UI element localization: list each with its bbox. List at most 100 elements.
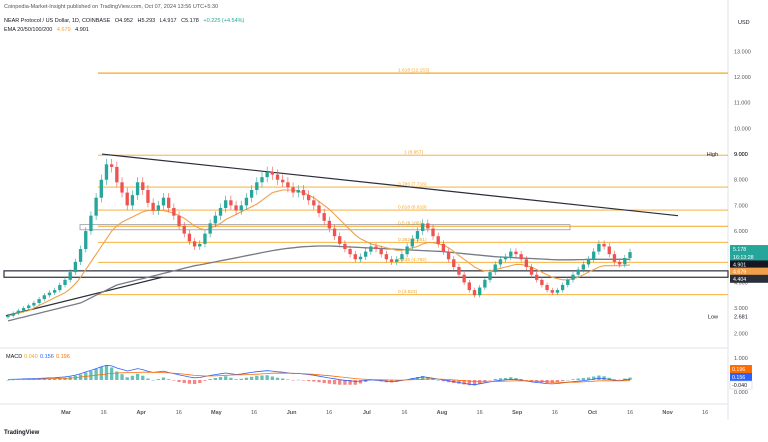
currency-label: USD	[738, 20, 750, 26]
price-tag-box	[730, 245, 768, 254]
candle-body	[452, 259, 456, 267]
candle-body	[597, 243, 601, 252]
macd-tag-value: 0.196	[732, 367, 745, 373]
fib-level-label: 0.786 (7.716)	[398, 182, 427, 188]
candle-body	[89, 215, 93, 232]
macd-histogram-bar	[420, 376, 425, 380]
fib-level-label: 0 (3.523)	[398, 289, 418, 295]
x-tick-label: 16	[702, 410, 708, 416]
macd-histogram-bar	[249, 376, 254, 380]
macd-histogram-bar	[436, 380, 440, 381]
candle-body	[535, 274, 539, 280]
macd-histogram-bar	[327, 380, 332, 384]
candle-body	[338, 236, 342, 244]
macd-histogram-bar	[576, 378, 580, 380]
candle-body	[141, 182, 145, 190]
macd-histogram-bar	[99, 367, 103, 380]
macd-histogram-bar	[115, 371, 119, 380]
candle-body	[327, 220, 332, 229]
macd-value: 0.040	[24, 354, 38, 360]
macd-histogram-bar	[550, 380, 554, 383]
candle-body	[73, 261, 78, 273]
candle-body	[560, 284, 565, 291]
price-tag-box	[730, 267, 768, 276]
candle-body	[301, 190, 306, 196]
macd-histogram-bar	[581, 378, 586, 380]
y-tick-label: 11.000	[734, 101, 750, 107]
y-tick-label: 13.000	[734, 49, 751, 55]
price-tag-box	[730, 252, 768, 261]
x-tick-label: 16	[552, 410, 558, 416]
price-tag-value: 4.679	[733, 270, 746, 276]
price-tag-value: 4.404	[733, 277, 746, 283]
candle-body	[529, 267, 534, 275]
fib-level-label: 0.5 (6.188)	[398, 221, 422, 227]
macd-histogram-bar	[167, 379, 171, 380]
price-tag-label: High	[707, 152, 718, 158]
price-change: +0.225 (+4.54%)	[203, 18, 245, 24]
candle-body	[130, 195, 135, 206]
candle-body	[519, 254, 523, 260]
macd-histogram-bar	[415, 377, 420, 380]
macd-histogram-bar	[612, 379, 617, 380]
candle-body	[628, 252, 632, 259]
candle-body	[566, 279, 570, 285]
candle-body	[78, 249, 83, 262]
macd-tag-box	[729, 380, 753, 390]
candle-body	[586, 259, 591, 265]
candle-body	[374, 246, 378, 250]
candle-body	[436, 236, 440, 244]
candle-body	[612, 254, 617, 262]
macd-histogram-bar	[519, 379, 523, 380]
candle-body	[592, 251, 596, 260]
candle-body	[135, 182, 140, 196]
publisher-line: Coinpedia-Market-Insight published on Tr…	[4, 4, 219, 10]
candle-body	[84, 231, 88, 250]
ohlc-open: O4.952	[114, 18, 133, 24]
macd-histogram-bar	[94, 369, 98, 380]
candle-body	[384, 254, 389, 260]
candle-body	[94, 197, 98, 216]
candle-body	[16, 310, 21, 314]
macd-histogram-bar	[462, 380, 466, 385]
macd-histogram-bar	[623, 378, 627, 380]
macd-histogram-bar	[192, 380, 197, 384]
candle-body	[379, 249, 383, 255]
candle-body	[306, 195, 311, 201]
candle-body	[167, 197, 171, 208]
x-tick-label: 16	[251, 410, 257, 416]
candle-body	[514, 251, 518, 255]
candle-body	[493, 264, 497, 273]
macd-histogram-bar	[363, 380, 368, 382]
macd-histogram-bar	[348, 380, 352, 385]
candle-body	[229, 200, 233, 206]
macd-histogram-bar	[467, 380, 471, 386]
tradingview-logo: TradingView	[4, 430, 40, 436]
macd-histogram-bar	[255, 375, 259, 380]
macd-axis-tick: 1.000	[734, 356, 748, 362]
macd-histogram-bar	[286, 379, 290, 380]
macd-histogram-bar	[566, 380, 570, 381]
macd-histogram-bar	[104, 365, 109, 380]
macd-histogram-bar	[291, 380, 295, 381]
candle-body	[457, 267, 461, 275]
candle-body	[395, 259, 399, 262]
candle-body	[146, 190, 150, 203]
price-tag-value: 9.000	[734, 152, 748, 158]
y-tick-label: 10.000	[734, 126, 751, 132]
macd-histogram-bar	[265, 375, 269, 380]
candle-body	[405, 246, 409, 255]
macd-histogram-bar	[151, 380, 155, 381]
candle-body	[296, 190, 300, 193]
candle-body	[255, 182, 259, 190]
candle-body	[270, 172, 275, 175]
x-tick-label: Nov	[662, 410, 673, 416]
macd-histogram-bar	[187, 380, 192, 384]
x-tick-label: Jun	[287, 410, 297, 416]
candle-body	[488, 272, 492, 280]
candle-body	[192, 241, 197, 247]
macd-histogram-bar	[358, 380, 363, 384]
candle-body	[21, 308, 26, 311]
candle-body	[120, 182, 124, 193]
